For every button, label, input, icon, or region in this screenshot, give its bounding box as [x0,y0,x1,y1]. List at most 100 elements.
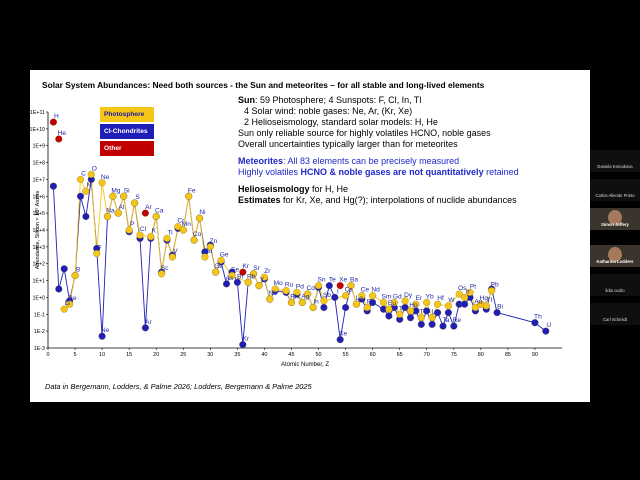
sun-sources: : 59 Photosphere; 4 Sunspots: F, Cl, In,… [255,95,422,105]
element-label: Zn [209,238,217,245]
data-point-photosphere [482,302,490,310]
element-label: Kr [243,336,250,343]
data-point-photosphere [466,288,474,296]
data-point-ci-chondrites [82,212,90,221]
element-label: Gd [393,294,402,301]
data-point-photosphere [271,285,279,293]
estimates-heading: Estimates [238,195,281,205]
element-label: H [54,113,59,120]
y-tick-label: 1E+1 [32,279,45,285]
element-label: Eu [388,300,396,307]
data-point-photosphere [314,282,323,290]
element-label: Li [65,300,71,307]
element-label: Cd [306,285,315,292]
x-tick-label: 85 [505,352,511,358]
data-point-photosphere [282,287,290,295]
slide-notes: Sun: 59 Photosphere; 4 Sunspots: F, Cl, … [238,95,590,212]
x-tick-label: 65 [397,352,403,358]
y-tick-label: 1E+8 [32,161,45,167]
y-tick-label: 1E+3 [32,245,45,251]
sun-helio: 2 Helioseismology, standard solar models… [244,117,438,127]
data-point-ci-chondrites [542,327,550,335]
data-point-ci-chondrites [493,309,501,317]
data-point-ci-chondrites [331,293,339,301]
data-point-photosphere [168,253,176,261]
data-point-ci-chondrites [406,314,415,322]
element-label: Hg [480,295,489,302]
participant-tile[interactable]: Daniela Korcakova [590,150,640,172]
y-tick-label: 1E+6 [32,194,45,200]
element-label: Zr [264,268,271,275]
participant-video-tile[interactable]: Simon Jeffery [590,208,640,230]
participant-name: Daniela Korcakova [597,164,633,169]
data-point-photosphere [114,209,122,217]
data-point-ci-chondrites [531,319,539,327]
data-point-photosphere [201,253,209,261]
volatiles-text: Highly volatiles [238,167,301,177]
sun-block: Sun: 59 Photosphere; 4 Sunspots: F, Cl, … [238,95,590,150]
element-label: W [448,297,455,304]
element-label: Kr [243,263,250,270]
element-label: Ru [285,282,294,289]
data-point-photosphere [385,305,393,313]
participant-tile[interactable]: Carlos Allende Prieto [590,179,640,201]
element-label: Xe [339,331,347,338]
participant-name: Carlos Allende Prieto [595,193,635,198]
data-point-photosphere [287,298,296,307]
data-point-other [55,135,63,143]
element-label: Te [329,277,336,284]
element-label: Mg [111,187,120,194]
x-tick-label: 80 [478,352,484,358]
data-point-ci-chondrites [325,282,333,290]
data-point-photosphere [260,273,268,281]
participant-tile[interactable]: Carl Schmidt [590,303,640,325]
element-label: O [92,165,97,172]
element-label: Sn [317,277,325,284]
element-label: P [130,221,135,228]
element-label: Al [118,204,124,211]
data-point-photosphere [185,192,193,200]
data-point-ci-chondrites [55,285,63,293]
chart-axes: 1E-3 1E-2 1E-1 1E+0 1E+1 1E+2 1E+3 1E+4 1E+5 1E+6… [30,110,562,368]
data-point-photosphere [244,278,252,286]
y-tick-label: 1E+7 [32,177,45,183]
participant-video [608,210,622,225]
element-label: Th [534,314,542,321]
data-point-other [239,268,247,276]
data-point-ci-chondrites [98,332,106,340]
element-label: Cr [177,218,185,225]
element-label: Ta [443,317,450,324]
data-point-photosphere [98,179,106,187]
element-label: Ar [145,319,152,326]
data-point-photosphere [190,236,198,244]
participant-video-tile[interactable]: Katharina Lodders [590,245,640,267]
element-label: Sb [323,292,331,299]
element-label: Ga [214,263,223,270]
x-tick-label: 90 [532,352,538,358]
data-point-photosphere [82,187,90,195]
element-label: Pt [470,283,476,290]
element-label: Pr [367,299,374,306]
element-label: Ag [301,294,309,301]
data-point-photosphere [125,226,133,234]
data-source-footnote: Data in Bergemann, Lodders, & Palme 2026… [45,382,312,391]
element-label: I [337,288,339,295]
x-tick-label: 30 [207,352,213,358]
element-label: Ar [145,204,152,211]
chart-legend: Photosphere CI-Chondrites Other [100,107,154,158]
data-point-other [49,118,57,126]
element-label: Pb [491,282,499,289]
element-label: Sr [253,265,260,272]
data-point-photosphere [347,282,355,290]
slide-title: Solar System Abundances: Need both sourc… [42,80,485,90]
y-tick-label: 1E+0 [32,295,45,301]
x-tick-label: 55 [343,352,349,358]
data-point-photosphere [87,170,95,178]
sun-only: Sun only reliable source for highly vola… [238,128,491,138]
data-point-photosphere [417,314,425,322]
participant-name: Katharina Lodders [596,259,634,264]
element-label: F [98,245,102,252]
participant-tile[interactable]: lidia cudro [590,274,640,296]
element-label: V [173,248,178,255]
